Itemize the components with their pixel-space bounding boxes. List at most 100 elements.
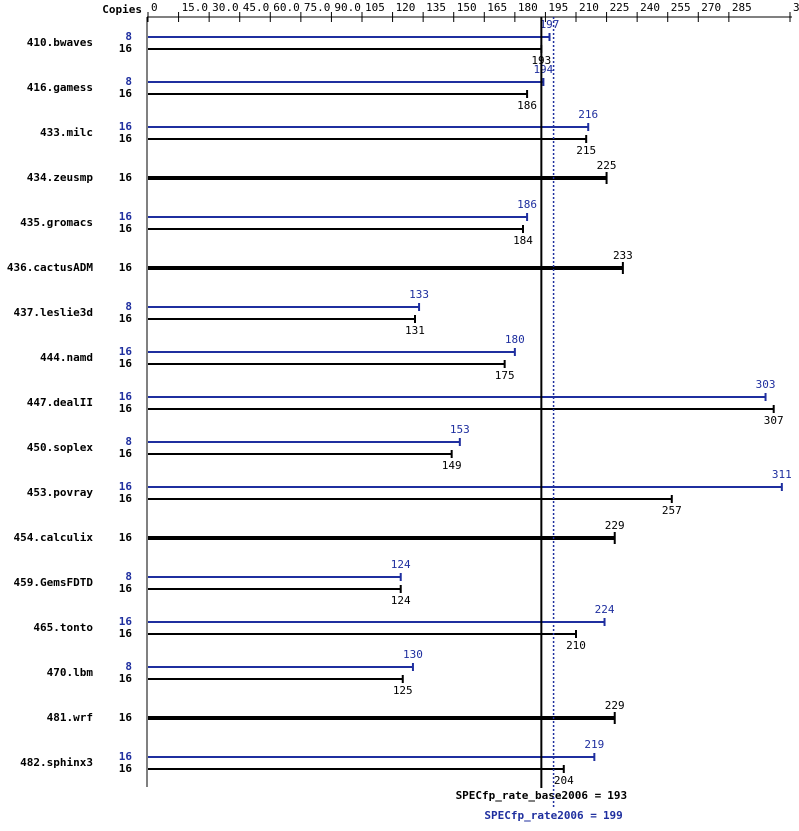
benchmark-label: 454.calculix: [14, 531, 94, 544]
reference-label: SPECfp_rate2006 = 199: [484, 809, 622, 822]
x-tick-label: 45.0: [243, 1, 270, 14]
copies-label: 16: [119, 222, 133, 235]
value-label: 210: [566, 639, 586, 652]
copies-label: 16: [119, 312, 133, 325]
reference-value: 199: [603, 809, 623, 822]
value-label: 149: [442, 459, 462, 472]
x-tick-label: 195: [548, 1, 568, 14]
value-label: 224: [595, 603, 615, 616]
value-label: 194: [533, 63, 553, 76]
value-label: 219: [584, 738, 604, 751]
x-tick-label: 225: [610, 1, 630, 14]
benchmark-label: 450.soplex: [27, 441, 94, 454]
value-label: 133: [409, 288, 429, 301]
value-label: 204: [554, 774, 574, 787]
x-tick-label: 240: [640, 1, 660, 14]
copies-label: 16: [119, 132, 133, 145]
copies-label: 16: [119, 42, 133, 55]
benchmark-label: 444.namd: [40, 351, 93, 364]
benchmark-label: 435.gromacs: [20, 216, 93, 229]
x-tick-label: 255: [671, 1, 691, 14]
copies-label: 8: [125, 300, 132, 313]
copies-label: 16: [119, 711, 133, 724]
benchmark-label: 481.wrf: [47, 711, 93, 724]
benchmark-label: 437.leslie3d: [14, 306, 93, 319]
x-tick-label: 75.0: [304, 1, 331, 14]
x-tick-label: 180: [518, 1, 538, 14]
x-tick-label: 150: [457, 1, 477, 14]
reference-label: SPECfp_rate_base2006 = 193: [456, 789, 628, 802]
copies-label: 16: [119, 261, 133, 274]
copies-label: 8: [125, 30, 132, 43]
benchmark-label: 416.gamess: [27, 81, 93, 94]
x-tick-label: 270: [701, 1, 721, 14]
x-tick-label: 30.0: [212, 1, 239, 14]
x-tick-label: 135: [426, 1, 446, 14]
x-tick-label: 105: [365, 1, 385, 14]
x-tick-label: 315: [793, 1, 799, 14]
benchmark-label: 465.tonto: [33, 621, 93, 634]
benchmark-label: 459.GemsFDTD: [14, 576, 94, 589]
x-tick-label: 0: [151, 1, 158, 14]
copies-label: 16: [119, 345, 133, 358]
value-label: 180: [505, 333, 525, 346]
reference-value: 193: [607, 789, 627, 802]
copies-label: 16: [119, 627, 133, 640]
copies-label: 16: [119, 750, 133, 763]
value-label: 215: [576, 144, 596, 157]
copies-label: 16: [119, 402, 133, 415]
x-tick-label: 15.0: [182, 1, 209, 14]
value-label: 175: [495, 369, 515, 382]
copies-header: Copies: [102, 3, 142, 16]
value-label: 131: [405, 324, 425, 337]
benchmark-label: 436.cactusADM: [7, 261, 93, 274]
copies-label: 8: [125, 660, 132, 673]
benchmark-label: 470.lbm: [47, 666, 94, 679]
value-label: 229: [605, 699, 625, 712]
benchmark-label: 447.dealII: [27, 396, 93, 409]
copies-label: 16: [119, 615, 133, 628]
value-label: 216: [578, 108, 598, 121]
copies-label: 16: [119, 120, 133, 133]
copies-label: 16: [119, 531, 133, 544]
copies-label: 16: [119, 480, 133, 493]
reference-name: SPECfp_rate2006 =: [484, 809, 597, 822]
copies-label: 8: [125, 435, 132, 448]
value-label: 229: [605, 519, 625, 532]
value-label: 186: [517, 198, 537, 211]
value-label: 124: [391, 594, 411, 607]
value-label: 197: [540, 18, 560, 31]
copies-label: 16: [119, 357, 133, 370]
x-tick-label: 90.0: [334, 1, 361, 14]
x-tick-label: 165: [487, 1, 507, 14]
copies-label: 16: [119, 87, 133, 100]
benchmark-label: 410.bwaves: [27, 36, 93, 49]
value-label: 130: [403, 648, 423, 661]
copies-label: 8: [125, 570, 132, 583]
copies-label: 16: [119, 582, 133, 595]
copies-label: 16: [119, 762, 133, 775]
x-tick-label: 285: [732, 1, 752, 14]
benchmark-label: 453.povray: [27, 486, 94, 499]
value-label: 311: [772, 468, 792, 481]
x-tick-label: 120: [396, 1, 416, 14]
value-label: 125: [393, 684, 413, 697]
value-label: 225: [597, 159, 617, 172]
benchmark-label: 482.sphinx3: [20, 756, 93, 769]
reference-name: SPECfp_rate_base2006 =: [456, 789, 602, 802]
benchmark-label: 434.zeusmp: [27, 171, 94, 184]
copies-label: 16: [119, 171, 133, 184]
copies-label: 16: [119, 672, 133, 685]
copies-label: 16: [119, 210, 133, 223]
copies-label: 16: [119, 447, 133, 460]
value-label: 257: [662, 504, 682, 517]
copies-label: 8: [125, 75, 132, 88]
x-tick-label: 60.0: [273, 1, 300, 14]
value-label: 153: [450, 423, 470, 436]
value-label: 184: [513, 234, 533, 247]
value-label: 124: [391, 558, 411, 571]
copies-label: 16: [119, 390, 133, 403]
value-label: 303: [756, 378, 776, 391]
value-label: 233: [613, 249, 633, 262]
